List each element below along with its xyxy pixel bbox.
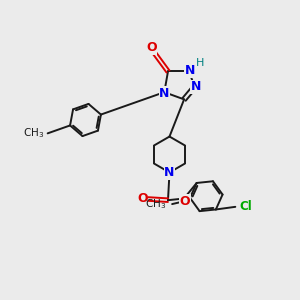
Text: N: N <box>191 80 201 93</box>
Text: O: O <box>137 192 148 206</box>
Text: N: N <box>159 87 169 100</box>
Text: O: O <box>146 41 157 54</box>
Text: CH$_3$: CH$_3$ <box>145 197 166 211</box>
Text: H: H <box>196 58 205 68</box>
Text: Cl: Cl <box>240 200 253 213</box>
Text: N: N <box>164 166 175 179</box>
Text: CH$_3$: CH$_3$ <box>23 127 45 140</box>
Text: O: O <box>180 195 190 208</box>
Text: N: N <box>185 64 195 77</box>
